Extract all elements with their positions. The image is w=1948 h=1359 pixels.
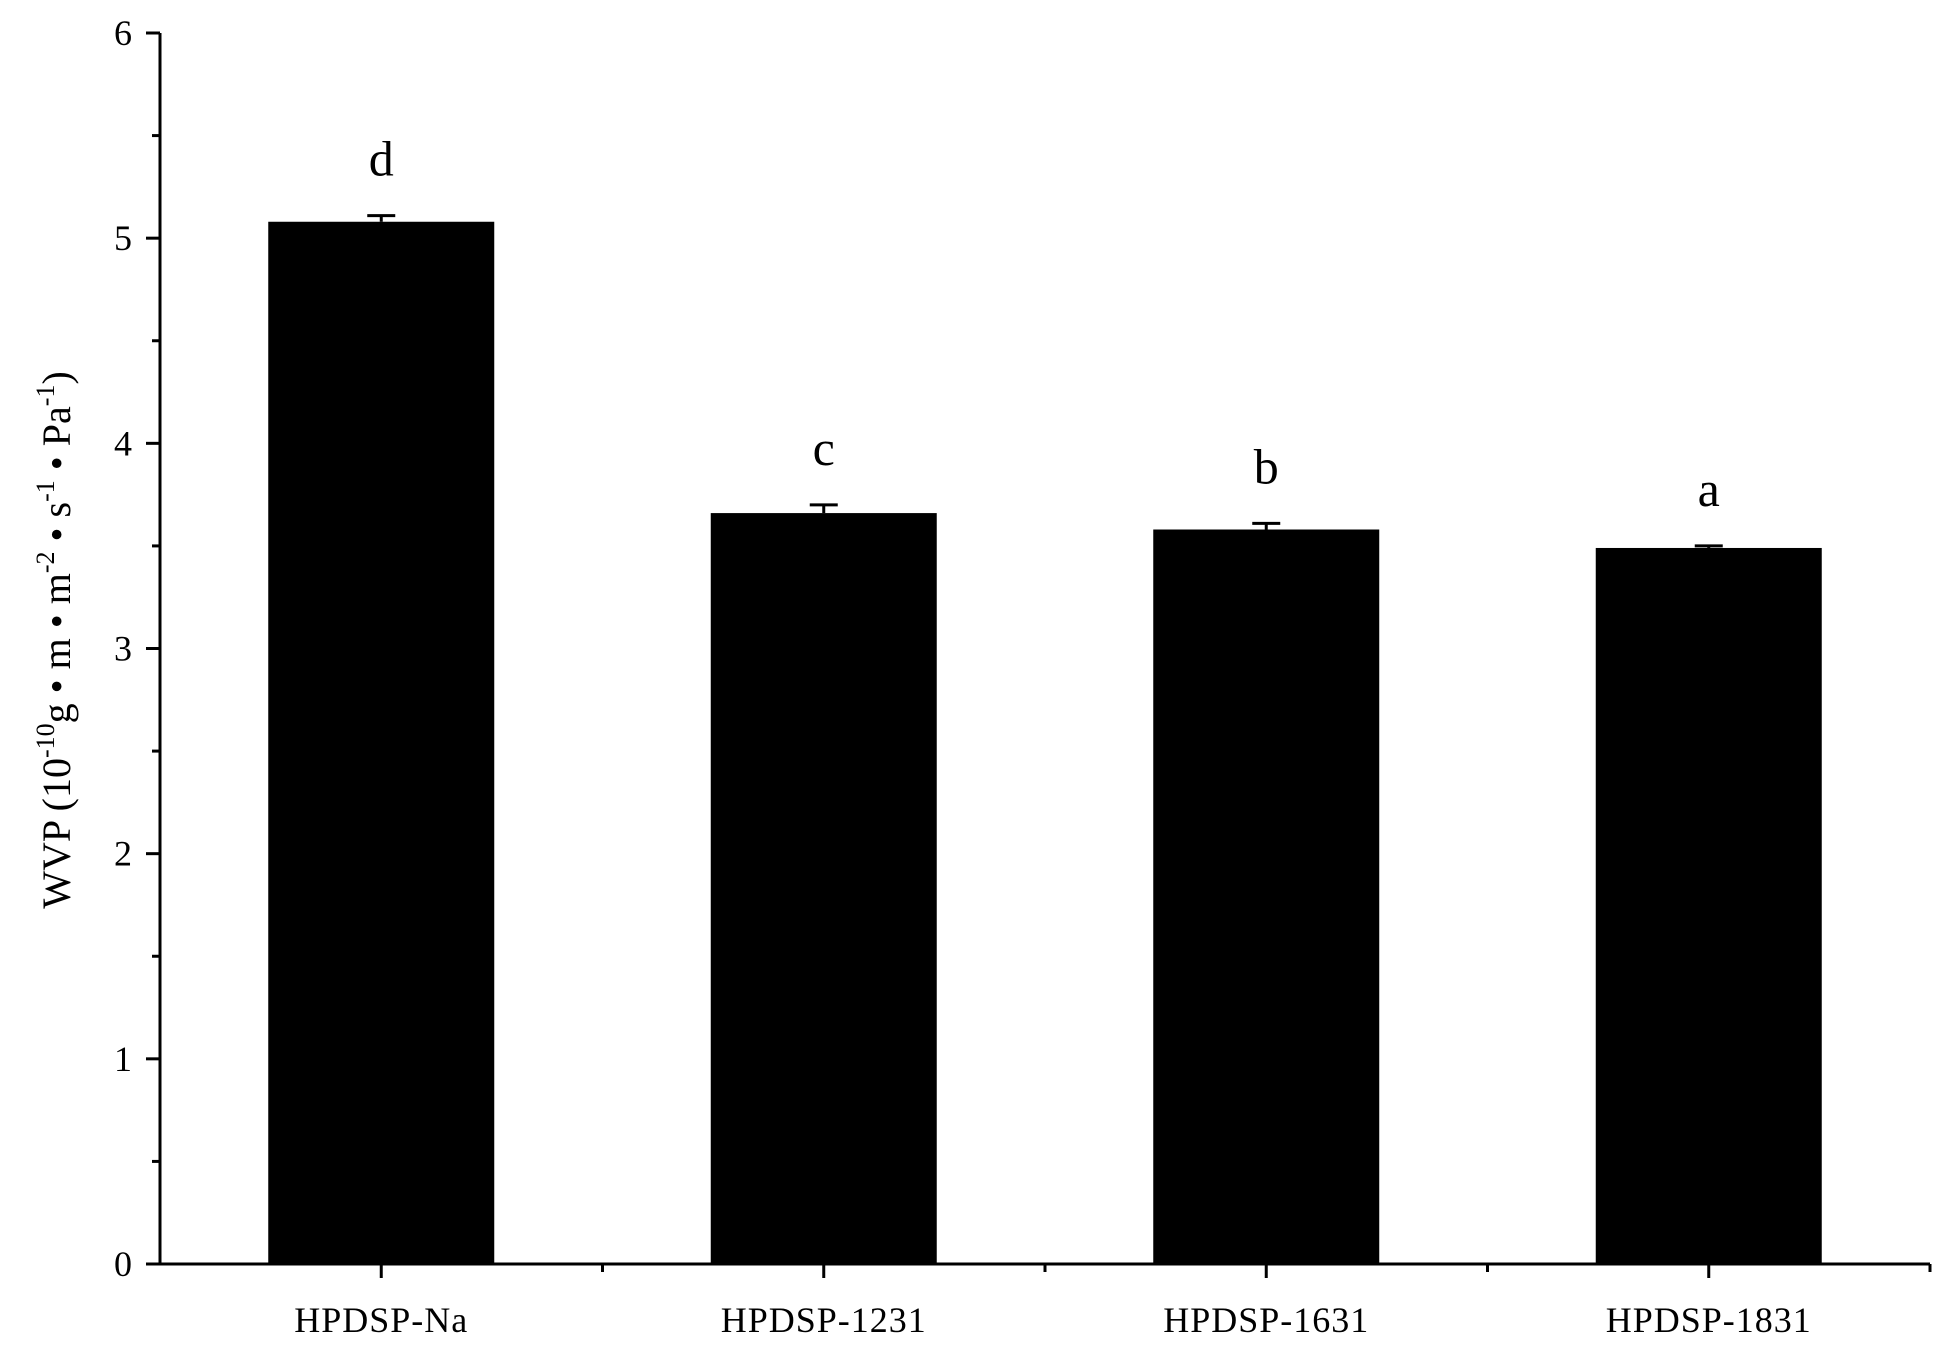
bar <box>1153 529 1380 1264</box>
y-tick-label: 4 <box>114 423 132 463</box>
y-tick-label: 5 <box>114 218 132 258</box>
y-axis-label: WVP (10-10g • m • m-2 • s-1 • Pa-1) <box>31 371 79 909</box>
x-tick-label: HPDSP-1631 <box>1163 1300 1369 1340</box>
x-tick-label: HPDSP-1231 <box>721 1300 927 1340</box>
x-tick-label: HPDSP-1831 <box>1606 1300 1812 1340</box>
x-tick-label: HPDSP-Na <box>294 1300 468 1340</box>
labels: 0 1 2 3 4 5 6 d HPDSP-Na c HPDSP-1231 b HPDSP-1631 a H… <box>114 13 1812 1340</box>
significance-label: a <box>1698 461 1720 517</box>
significance-label: b <box>1254 438 1279 494</box>
bar <box>1595 547 1822 1264</box>
y-tick-label: 1 <box>114 1039 132 1079</box>
y-tick-label: 6 <box>114 13 132 53</box>
bars <box>268 214 1822 1265</box>
bar <box>268 221 495 1265</box>
y-tick-label: 2 <box>114 834 132 874</box>
significance-label: c <box>813 420 835 476</box>
y-tick-label: 3 <box>114 629 132 669</box>
y-tick-label: 0 <box>114 1244 132 1284</box>
bar <box>710 513 937 1264</box>
significance-label: d <box>369 131 394 187</box>
